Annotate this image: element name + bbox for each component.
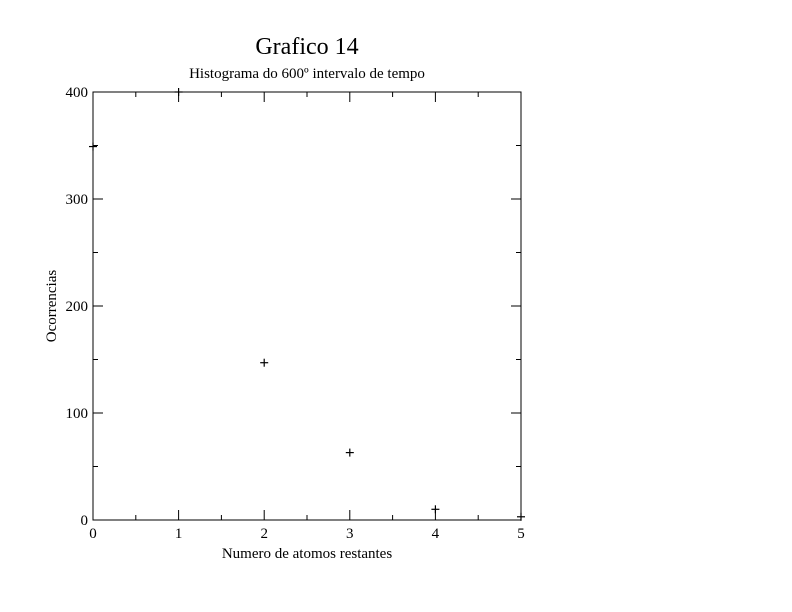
y-tick-label: 400 — [66, 85, 89, 101]
x-tick-label: 4 — [432, 526, 440, 542]
x-tick-label: 5 — [517, 526, 525, 542]
chart-subtitle: Histograma do 600º intervalo de tempo — [189, 66, 425, 82]
data-point — [174, 88, 183, 96]
y-tick-label: 200 — [66, 299, 89, 315]
data-point — [431, 505, 440, 514]
y-axis-ticks — [93, 91, 521, 521]
data-point — [345, 448, 354, 457]
y-tick-label: 100 — [66, 406, 89, 422]
x-tick-label: 0 — [89, 526, 97, 542]
x-axis-label: Numero de atomos restantes — [222, 546, 393, 562]
x-tick-label: 3 — [346, 526, 354, 542]
y-tick-label: 0 — [81, 513, 89, 529]
chart-title: Grafico 14 — [255, 34, 358, 60]
data-point — [89, 142, 97, 151]
data-point — [260, 358, 269, 367]
plot-frame — [92, 91, 522, 521]
data-points — [89, 88, 525, 521]
data-point — [517, 512, 525, 521]
y-axis-tick-labels: 0 100 200 300 400 — [66, 85, 89, 529]
x-tick-label: 1 — [175, 526, 183, 542]
x-axis-ticks — [92, 92, 522, 520]
y-tick-label: 300 — [66, 192, 89, 208]
y-axis-label: Ocorrencias — [44, 270, 60, 343]
x-tick-label: 2 — [260, 526, 268, 542]
x-axis-tick-labels: 0 1 2 3 4 5 — [89, 526, 525, 542]
